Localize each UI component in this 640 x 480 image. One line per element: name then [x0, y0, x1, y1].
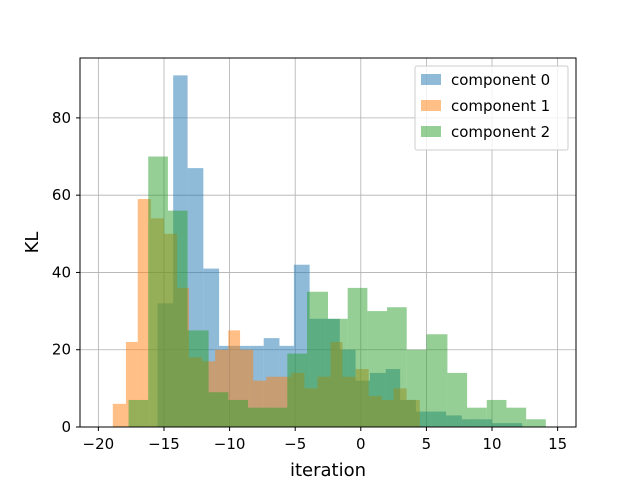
x-tick-label: 0	[356, 435, 366, 453]
legend-swatch	[421, 100, 441, 111]
legend-box	[414, 65, 569, 151]
bars	[112, 75, 546, 427]
histogram-bar	[125, 341, 138, 427]
histogram-bar	[167, 210, 188, 427]
x-tick-label: 15	[548, 435, 567, 453]
histogram-bar	[506, 407, 527, 427]
legend-label: component 0	[451, 71, 550, 89]
x-tick-label: −10	[214, 435, 246, 453]
series-2	[128, 156, 546, 427]
histogram-bar	[279, 376, 292, 427]
histogram-bar	[307, 291, 328, 427]
legend: component 0 component 1 component 2	[414, 65, 569, 151]
y-axis-label: KL	[22, 232, 43, 254]
histogram-bar	[406, 349, 427, 427]
legend-label: component 2	[451, 123, 550, 141]
histogram-bar	[267, 407, 288, 427]
histogram-bar	[137, 199, 151, 427]
y-tick-label: 80	[52, 109, 71, 127]
legend-label: component 1	[451, 97, 550, 115]
x-tick-label: −5	[284, 435, 306, 453]
y-tick-label: 0	[61, 418, 71, 436]
y-tick-label: 20	[52, 341, 71, 359]
histogram-bar	[148, 156, 168, 427]
y-tick-label: 40	[52, 263, 71, 281]
axes-frame	[79, 57, 577, 428]
x-axis-label: iteration	[290, 460, 366, 480]
histogram-bar	[347, 287, 368, 427]
histogram-bar	[328, 318, 348, 427]
histogram-bar	[526, 419, 546, 427]
histogram-bar	[112, 403, 126, 427]
histogram-bar	[228, 330, 241, 427]
ticks: −20 −15 −10 −5 0 5 10 15 0 20 40 60 80	[52, 109, 567, 453]
histogram-bar	[387, 307, 407, 427]
histogram-bar	[247, 407, 268, 427]
legend-swatch	[421, 74, 441, 85]
histogram-bar	[128, 399, 149, 427]
histogram-bar	[287, 353, 308, 427]
x-tick-label: −20	[83, 435, 115, 453]
histogram-bar	[447, 372, 468, 427]
x-tick-label: 10	[482, 435, 501, 453]
histogram-bar	[367, 311, 388, 427]
histogram-bar	[228, 399, 248, 427]
histogram-bar	[187, 330, 209, 427]
histogram-bar	[426, 334, 448, 427]
y-tick-label: 60	[52, 186, 71, 204]
x-tick-label: 5	[422, 435, 432, 453]
histogram-bar	[467, 407, 487, 427]
histogram-bar	[486, 399, 507, 427]
x-tick-label: −15	[148, 435, 180, 453]
histogram-bar	[208, 392, 229, 427]
legend-swatch	[421, 126, 441, 137]
